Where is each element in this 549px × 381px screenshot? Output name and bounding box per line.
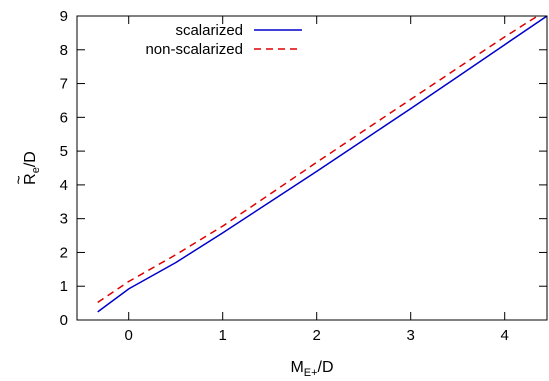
x-tick-label: 0	[125, 327, 133, 344]
y-tick-label: 9	[60, 8, 68, 25]
svg-text:Re/D: Re/D	[22, 151, 42, 185]
y-axis-label: Re/D ~	[11, 151, 42, 185]
series-lines	[97, 15, 548, 313]
ticks	[77, 15, 547, 321]
y-tick-label: 3	[60, 211, 68, 228]
y-axis-label-accent: ~	[11, 175, 28, 184]
plot-frame	[76, 15, 548, 321]
x-tick-label: 1	[219, 327, 227, 344]
y-axis-label-suffix: /D	[22, 151, 39, 167]
legend-label-scalarized: scalarized	[175, 22, 243, 39]
series-line-non-scalarized	[97, 15, 539, 304]
series-line-scalarized	[97, 15, 548, 313]
y-tick-label: 2	[60, 244, 68, 261]
y-tick-label: 0	[60, 312, 68, 329]
y-tick-label: 6	[60, 109, 68, 126]
y-axis-label-main: R	[22, 173, 39, 185]
x-axis-label-main: M	[290, 359, 303, 376]
x-axis-label: ME+/D	[290, 359, 333, 379]
x-tick-label: 4	[501, 327, 509, 344]
legend-label-non-scalarized: non-scalarized	[145, 41, 243, 58]
x-axis-label-subscript: E+	[304, 367, 318, 379]
y-tick-label: 1	[60, 278, 68, 295]
x-tick-label: 3	[407, 327, 415, 344]
y-axis-label-subscript: e	[30, 167, 42, 173]
y-tick-label: 7	[60, 76, 68, 93]
legend: scalarized non-scalarized	[145, 22, 302, 58]
y-tick-label: 5	[60, 143, 68, 160]
y-tick-label: 8	[60, 42, 68, 59]
x-axis-label-suffix: /D	[318, 359, 334, 376]
x-tick-label: 2	[313, 327, 321, 344]
tick-labels: 0 1 2 3 4 0 1 2 3 4 5 6 7 8 9	[60, 8, 509, 344]
y-tick-label: 4	[60, 177, 68, 194]
